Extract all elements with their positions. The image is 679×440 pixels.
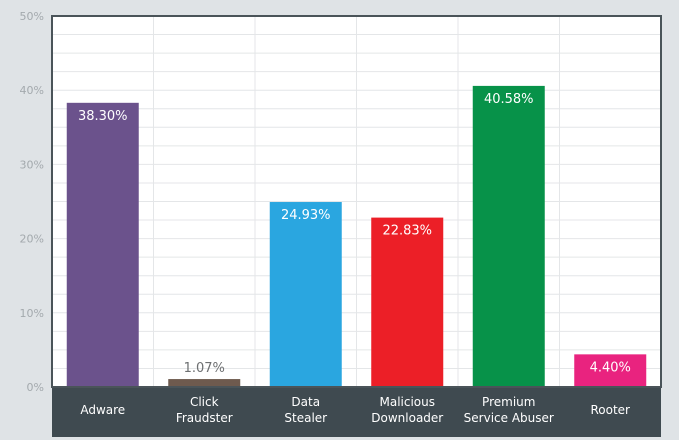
y-tick-label: 30% — [20, 158, 44, 171]
x-tick-label: Rooter — [590, 403, 630, 417]
bar — [168, 379, 241, 387]
x-tick-label: Stealer — [284, 411, 327, 425]
data-label: 4.40% — [590, 360, 631, 375]
x-axis-band — [52, 387, 661, 437]
data-label: 38.30% — [78, 109, 128, 124]
x-tick-label: Click — [190, 395, 219, 409]
data-label: 24.93% — [281, 208, 331, 223]
y-tick-label: 50% — [20, 10, 44, 23]
bar — [574, 354, 647, 387]
x-tick-label: Premium — [482, 395, 535, 409]
x-tick-label: Downloader — [371, 411, 443, 425]
x-tick-label: Data — [291, 395, 320, 409]
bar — [269, 202, 342, 387]
x-tick-label: Service Abuser — [464, 411, 554, 425]
x-tick-label: Malicious — [379, 395, 435, 409]
data-label: 40.58% — [484, 92, 534, 107]
data-label: 22.83% — [382, 224, 432, 239]
y-tick-label: 40% — [20, 84, 44, 97]
data-label: 1.07% — [184, 361, 225, 376]
y-tick-label: 0% — [27, 381, 44, 394]
y-tick-label: 10% — [20, 307, 44, 320]
plot-frame — [51, 15, 662, 388]
bar — [472, 85, 545, 388]
y-tick-label: 20% — [20, 233, 44, 246]
bar — [371, 217, 444, 387]
bar — [66, 102, 139, 388]
x-tick-label: Adware — [80, 403, 125, 417]
x-tick-label: Fraudster — [176, 411, 233, 425]
